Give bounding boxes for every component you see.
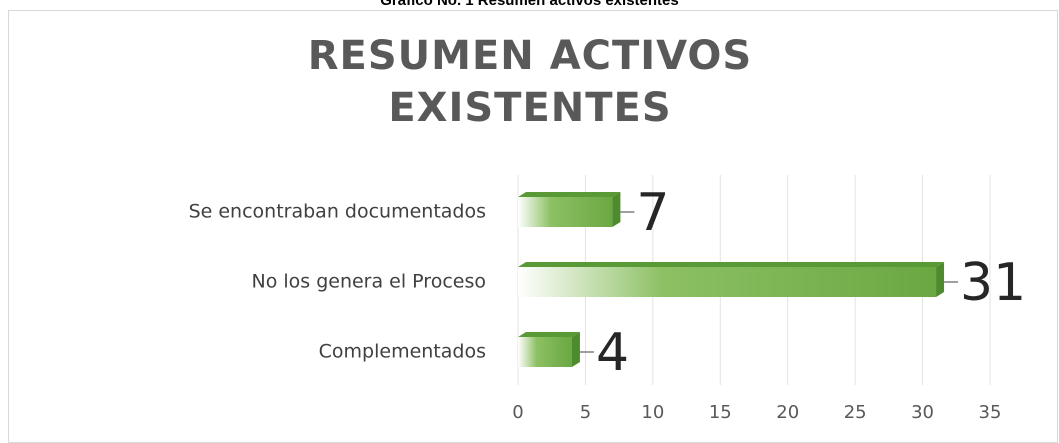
x-tick-label: 25 xyxy=(844,402,867,423)
x-tick-label: 35 xyxy=(979,402,1002,423)
x-tick-label: 5 xyxy=(580,402,591,423)
y-tick-label: Se encontraban documentados xyxy=(189,201,486,223)
bar-side xyxy=(571,332,580,367)
x-tick-label: 30 xyxy=(911,402,934,423)
caption: Gráfico No. 1 Resumen activos existentes xyxy=(380,0,679,9)
data-label: 4 xyxy=(596,323,629,383)
bar xyxy=(518,267,937,297)
x-tick-label: 0 xyxy=(512,402,523,423)
data-label: 31 xyxy=(960,253,1026,313)
bar-top xyxy=(518,332,580,337)
chart-title: RESUMEN ACTIVOS EXISTENTES xyxy=(307,33,753,131)
y-tick-label: Complementados xyxy=(319,341,486,363)
x-tick-label: 20 xyxy=(776,402,799,423)
bar xyxy=(518,337,572,367)
bar xyxy=(518,197,613,227)
data-label: 7 xyxy=(636,183,669,243)
bar-side xyxy=(612,192,621,227)
x-tick-label: 10 xyxy=(641,402,664,423)
bar-top xyxy=(518,262,945,267)
bar-side xyxy=(936,262,945,297)
y-tick-label: No los genera el Proceso xyxy=(251,271,486,293)
bar-top xyxy=(518,192,621,197)
x-tick-label: 15 xyxy=(709,402,732,423)
